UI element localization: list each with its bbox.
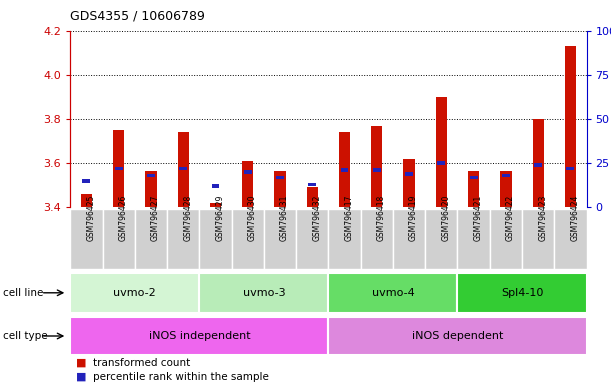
Bar	[329, 209, 360, 269]
Bar	[522, 209, 554, 269]
Bar	[393, 209, 425, 269]
Bar	[360, 209, 393, 269]
Text: GSM796421: GSM796421	[474, 195, 483, 241]
Bar	[242, 161, 254, 207]
Bar	[534, 163, 542, 167]
Bar	[296, 209, 329, 269]
Bar	[307, 187, 318, 207]
Text: GSM796428: GSM796428	[183, 195, 192, 241]
Bar	[70, 273, 199, 313]
Bar	[566, 167, 574, 170]
Bar	[264, 209, 296, 269]
Text: GSM796432: GSM796432	[312, 195, 321, 242]
Bar	[115, 167, 123, 170]
Bar	[276, 175, 284, 179]
Bar	[371, 126, 382, 207]
Text: GSM796431: GSM796431	[280, 195, 289, 242]
Text: cell line: cell line	[3, 288, 43, 298]
Bar	[113, 130, 124, 207]
Bar	[458, 209, 490, 269]
Bar	[81, 194, 92, 207]
Text: GSM796429: GSM796429	[216, 195, 224, 242]
Bar	[210, 203, 221, 207]
Bar	[340, 169, 348, 172]
Bar	[458, 273, 587, 313]
Text: transformed count: transformed count	[93, 358, 191, 368]
Text: GSM796419: GSM796419	[409, 195, 418, 242]
Text: uvmo-4: uvmo-4	[371, 288, 414, 298]
Bar	[309, 183, 316, 186]
Text: percentile rank within the sample: percentile rank within the sample	[93, 372, 269, 382]
Bar	[329, 273, 458, 313]
Text: ■: ■	[76, 372, 87, 382]
Text: GSM796423: GSM796423	[538, 195, 547, 242]
Bar	[199, 209, 232, 269]
Bar	[403, 159, 415, 207]
Bar	[178, 132, 189, 207]
Text: Spl4-10: Spl4-10	[501, 288, 543, 298]
Text: GSM796430: GSM796430	[247, 195, 257, 242]
Bar	[502, 174, 510, 177]
Bar	[135, 209, 167, 269]
Bar	[373, 169, 381, 172]
Bar	[232, 209, 264, 269]
Text: GSM796418: GSM796418	[377, 195, 386, 241]
Bar	[565, 46, 576, 207]
Bar	[470, 175, 478, 179]
Bar	[329, 317, 587, 355]
Bar	[70, 209, 103, 269]
Bar	[179, 167, 187, 170]
Text: GSM796420: GSM796420	[441, 195, 450, 242]
Text: uvmo-2: uvmo-2	[114, 288, 156, 298]
Text: cell type: cell type	[3, 331, 48, 341]
Bar	[145, 171, 156, 207]
Text: GSM796422: GSM796422	[506, 195, 515, 241]
Bar	[274, 171, 286, 207]
Bar	[437, 161, 445, 165]
Bar	[103, 209, 135, 269]
Text: uvmo-3: uvmo-3	[243, 288, 285, 298]
Text: GSM796425: GSM796425	[86, 195, 95, 242]
Text: GSM796424: GSM796424	[571, 195, 579, 242]
Text: GDS4355 / 10606789: GDS4355 / 10606789	[70, 10, 205, 23]
Text: iNOS independent: iNOS independent	[148, 331, 250, 341]
Text: iNOS dependent: iNOS dependent	[412, 331, 503, 341]
Text: ■: ■	[76, 358, 87, 368]
Bar	[468, 171, 479, 207]
Bar	[211, 184, 219, 188]
Bar	[147, 174, 155, 177]
Bar	[500, 171, 511, 207]
Bar	[339, 132, 350, 207]
Text: GSM796417: GSM796417	[345, 195, 354, 242]
Bar	[405, 172, 413, 175]
Bar	[244, 170, 252, 174]
Bar	[436, 97, 447, 207]
Bar	[167, 209, 199, 269]
Bar	[533, 119, 544, 207]
Bar	[490, 209, 522, 269]
Text: GSM796427: GSM796427	[151, 195, 160, 242]
Bar	[82, 179, 90, 183]
Bar	[554, 209, 587, 269]
Text: GSM796426: GSM796426	[119, 195, 128, 242]
Bar	[425, 209, 458, 269]
Bar	[70, 317, 329, 355]
Bar	[199, 273, 329, 313]
